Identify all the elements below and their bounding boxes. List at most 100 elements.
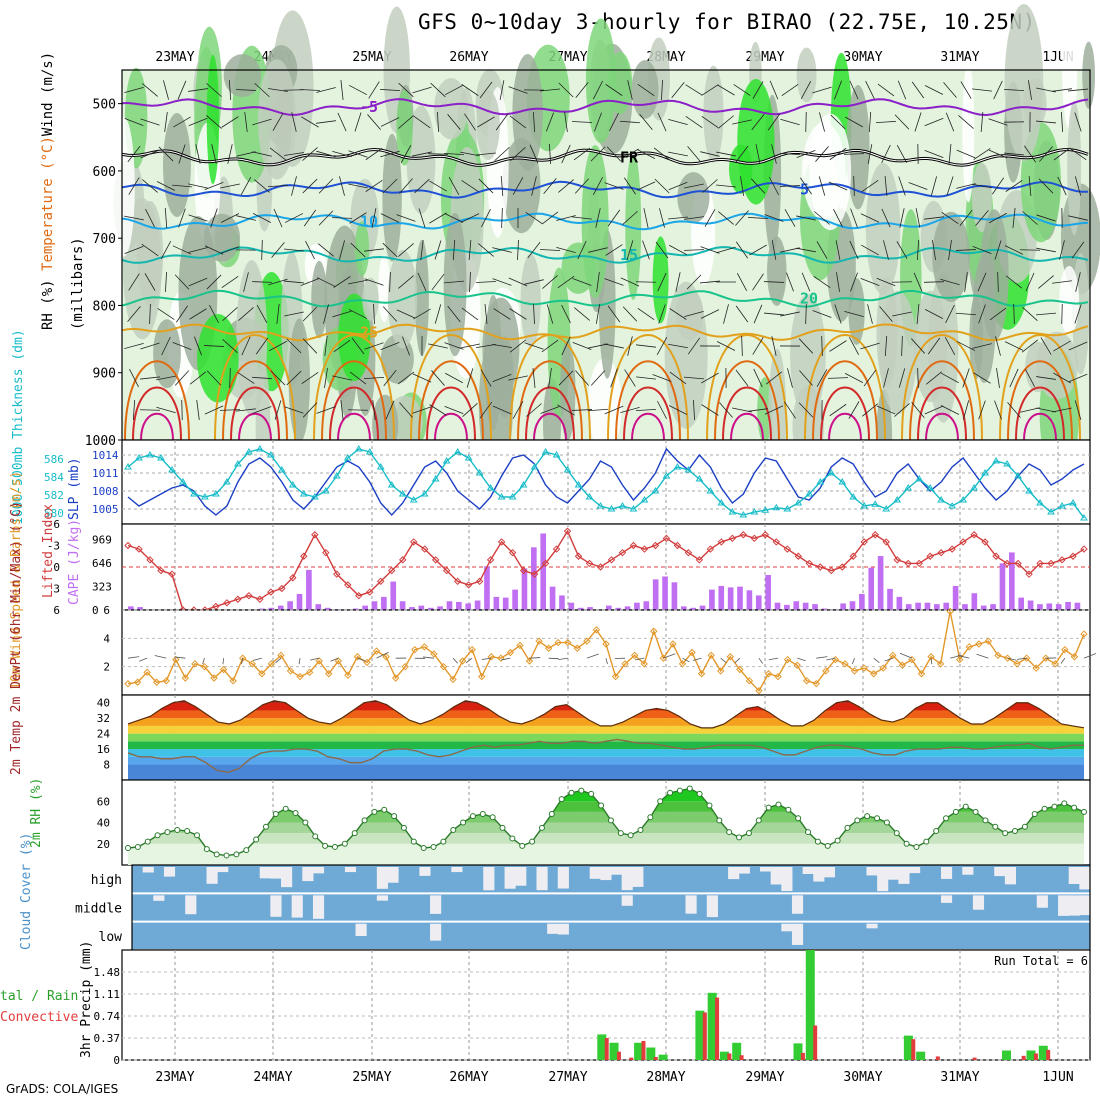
wind-barb xyxy=(784,401,796,419)
rh-line-marker xyxy=(923,838,930,845)
wind-speed-line-marker xyxy=(478,672,486,681)
wind-barb xyxy=(771,144,777,164)
wind-speed-line-marker xyxy=(994,651,1002,660)
thickness-line-marker xyxy=(530,463,539,470)
warm-arch xyxy=(820,386,870,441)
wind-barb xyxy=(821,335,823,357)
wind-barb xyxy=(780,118,800,126)
wind-barb xyxy=(657,400,667,420)
rh-line-marker xyxy=(253,836,260,843)
lifted-index-line-marker xyxy=(860,538,868,546)
warm-arch xyxy=(706,334,788,441)
wind-barb xyxy=(796,149,816,159)
rh-blob xyxy=(1082,41,1095,109)
cloud-gap xyxy=(281,867,293,888)
thickness-line-marker xyxy=(970,484,978,491)
wind-speed-line-marker xyxy=(124,679,132,688)
precip-total-bar xyxy=(719,1051,729,1060)
surface-wind-barb xyxy=(851,658,855,665)
lifted-index-line-marker xyxy=(750,534,759,543)
thickness-line-marker xyxy=(893,496,902,503)
wind-barb xyxy=(443,152,465,156)
cape-bar xyxy=(315,604,322,610)
precip-convective-bar xyxy=(739,1055,744,1060)
wind-barb xyxy=(181,399,183,421)
temp-band xyxy=(128,741,1084,750)
wind-barb xyxy=(693,399,695,421)
wind-barb xyxy=(412,373,432,383)
wind-barb xyxy=(771,240,777,260)
wind-barb xyxy=(898,368,906,388)
wind-barb xyxy=(1003,89,1025,91)
wind-barb xyxy=(653,147,671,161)
lifted-index-line-marker xyxy=(706,545,715,553)
warm-arch xyxy=(533,412,567,441)
lifted-index-line-marker xyxy=(992,552,1000,560)
thickness-line-marker xyxy=(1047,508,1055,515)
wind-barb xyxy=(228,79,232,101)
wind-barb xyxy=(525,212,543,224)
wind-barb xyxy=(469,271,471,293)
run-total-label: Run Total = 6 xyxy=(994,954,1088,968)
wind-barb xyxy=(686,274,702,290)
wind-speed-line-marker xyxy=(535,637,543,645)
wind-barb xyxy=(945,304,955,324)
warm-arch xyxy=(230,386,280,441)
wind-barb xyxy=(815,146,829,162)
rh-line-marker xyxy=(400,824,407,831)
wind-speed-line-marker xyxy=(717,667,725,675)
precip-convective-bar xyxy=(1033,1053,1038,1060)
temp-contour xyxy=(121,246,1089,264)
wind-barb xyxy=(340,80,344,100)
warm-arch xyxy=(140,412,174,441)
wind-speed-line-marker xyxy=(592,626,601,634)
lifted-index-line-marker xyxy=(420,545,429,553)
wind-barb xyxy=(396,309,416,319)
wind-speed-line-marker xyxy=(315,657,323,665)
wind-barb xyxy=(587,408,609,412)
wind-barb xyxy=(845,116,863,128)
rh-line-marker xyxy=(440,838,447,845)
wind-barb xyxy=(960,81,972,99)
cloud-gap xyxy=(813,867,825,882)
cape-bar xyxy=(493,596,500,610)
wind-barb xyxy=(800,80,812,100)
cape-tick: 646 xyxy=(92,557,112,570)
wind-barb xyxy=(444,84,464,96)
thickness-line-marker xyxy=(981,469,989,476)
wind-barb xyxy=(657,112,667,132)
wind-barb xyxy=(739,176,745,196)
wind-barb xyxy=(595,208,601,228)
rh-line-marker xyxy=(637,826,644,833)
wind-barb xyxy=(1069,147,1087,161)
wind-barb xyxy=(238,307,254,321)
surface-wind-barb xyxy=(586,653,599,659)
wind-barb xyxy=(596,272,600,292)
surface-wind-barb xyxy=(884,657,893,662)
rh-line-marker xyxy=(1051,803,1058,810)
rh-tick: 40 xyxy=(97,817,110,830)
rh-blob xyxy=(163,113,191,217)
thickness-line-marker xyxy=(992,457,1000,464)
wind-speed-line-marker xyxy=(239,654,247,662)
surface-wind-barb xyxy=(682,657,690,663)
wind-barb xyxy=(1036,120,1056,124)
wind-speed-line-marker xyxy=(449,675,457,684)
wind-barb xyxy=(542,275,558,289)
cloud-gap xyxy=(504,867,516,889)
cloud-gap xyxy=(877,867,889,892)
wind-barb xyxy=(701,372,719,384)
wind-speed-line-marker xyxy=(353,653,362,661)
wind-barb xyxy=(480,369,492,387)
rh-line-marker xyxy=(322,842,329,849)
rh-line-marker xyxy=(1041,805,1048,812)
cape-bar xyxy=(540,533,547,610)
wind-speed-line-marker xyxy=(975,640,983,648)
temp-contour-label: FR xyxy=(620,148,639,166)
wind-barb xyxy=(764,214,784,222)
wind-barb xyxy=(605,84,623,96)
wind-barb xyxy=(364,248,384,252)
date-label-bottom: 29MAY xyxy=(745,1070,784,1085)
wind-barb xyxy=(367,114,381,130)
wind-barb xyxy=(1036,214,1056,222)
